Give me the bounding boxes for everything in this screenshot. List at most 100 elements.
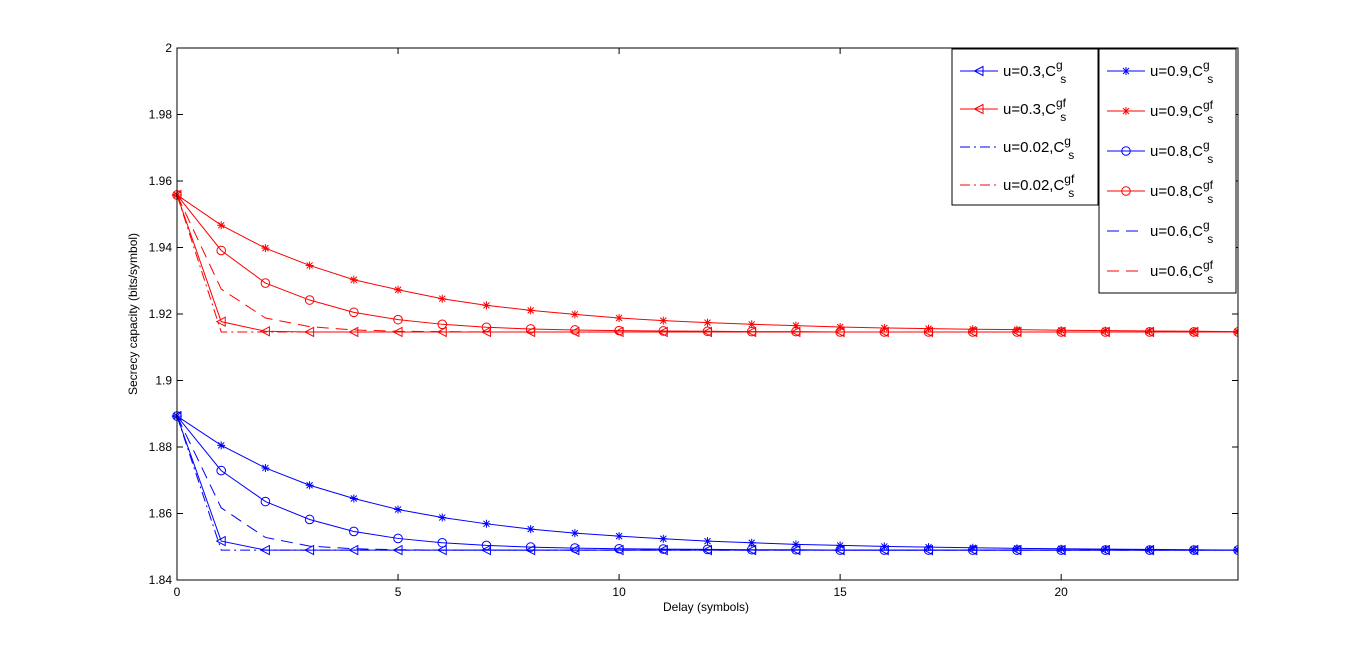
y-tick-label: 1.88 xyxy=(149,440,173,454)
legend-label: u=0.8,Cgf s xyxy=(1150,178,1214,206)
data-point xyxy=(1012,544,1021,553)
legend-label-main: u=0.3,C xyxy=(1003,63,1056,80)
data-point xyxy=(482,301,491,310)
legend-label-sup: g xyxy=(1064,134,1071,148)
data-point xyxy=(747,538,756,547)
legend-item: u=0.9,Cg s xyxy=(1107,58,1213,86)
data-point xyxy=(349,275,358,284)
legend-label-sup: g xyxy=(1203,218,1210,232)
legend-marker xyxy=(1121,186,1131,196)
data-point xyxy=(658,544,669,554)
data-point xyxy=(614,543,624,554)
legend-label-sub: s xyxy=(1207,272,1213,286)
data-point xyxy=(703,537,712,546)
legend-label-sup: gf xyxy=(1203,258,1214,272)
series-line-9 xyxy=(176,194,1238,333)
y-tick-label: 1.96 xyxy=(149,174,173,188)
data-point xyxy=(482,519,491,528)
legend-label: u=0.6,Cgf s xyxy=(1150,258,1214,286)
data-point xyxy=(261,463,270,472)
legend-label-sup: g xyxy=(1203,58,1210,72)
data-point xyxy=(438,294,447,303)
legend-label: u=0.6,Cg s xyxy=(1150,218,1213,246)
legend-label-main: u=0.02,C xyxy=(1003,139,1064,156)
data-point xyxy=(481,322,492,333)
data-point xyxy=(1101,545,1110,554)
data-point xyxy=(1145,545,1154,554)
data-point xyxy=(924,543,933,552)
legend-label-main: u=0.6,C xyxy=(1150,263,1203,280)
data-point xyxy=(305,261,314,270)
legend-label-sup: gf xyxy=(1203,178,1214,192)
legend-label-sub: s xyxy=(1060,72,1066,86)
legend-label-main: u=0.8,C xyxy=(1150,143,1203,160)
data-point xyxy=(438,513,447,522)
data-point xyxy=(614,325,624,336)
legend-label: u=0.3,Cgf s xyxy=(1003,96,1067,124)
data-point xyxy=(260,278,271,288)
x-tick-label: 0 xyxy=(174,585,181,599)
data-point xyxy=(791,540,800,549)
legend-box-0: u=0.3,Cg su=0.3,Cgf su=0.02,Cg su=0.02,Cgf s xyxy=(951,48,1099,206)
data-point xyxy=(968,543,977,552)
series-5 xyxy=(173,190,1238,336)
data-point xyxy=(968,325,977,334)
data-point xyxy=(260,496,271,507)
data-point xyxy=(525,542,536,552)
legend-marker xyxy=(973,103,984,115)
legend-frame xyxy=(951,48,1099,206)
legend-label-main: u=0.6,C xyxy=(1150,223,1203,240)
data-point xyxy=(658,326,669,336)
x-tick-label: 5 xyxy=(395,585,402,599)
legend-label-sup: gf xyxy=(1064,172,1075,186)
legend-label-sub: s xyxy=(1207,232,1213,246)
data-point xyxy=(215,535,226,547)
data-point xyxy=(1189,327,1198,336)
data-point xyxy=(1057,544,1066,553)
legend-item: u=0.6,Cgf s xyxy=(1107,258,1214,286)
legend-label: u=0.3,Cg s xyxy=(1003,58,1066,86)
legend-label-sup: g xyxy=(1203,138,1210,152)
legend-marker xyxy=(1121,146,1131,156)
legend-item: u=0.8,Cg s xyxy=(1107,138,1213,166)
x-tick-label: 10 xyxy=(612,585,626,599)
data-point xyxy=(526,525,535,534)
data-point xyxy=(217,441,226,450)
data-point xyxy=(525,324,536,334)
data-point xyxy=(393,533,403,544)
x-axis-label: Delay (symbols) xyxy=(663,600,749,614)
legend-label: u=0.8,Cg s xyxy=(1150,138,1213,166)
data-point xyxy=(394,505,403,514)
legend-label-sub: s xyxy=(1207,152,1213,166)
data-point xyxy=(703,318,712,327)
data-point xyxy=(349,526,359,537)
data-point xyxy=(924,324,933,333)
data-point xyxy=(215,316,226,327)
data-point xyxy=(217,221,226,230)
data-point xyxy=(570,529,579,538)
data-point xyxy=(216,465,227,476)
y-tick-label: 1.86 xyxy=(149,507,173,521)
legend-item: u=0.8,Cgf s xyxy=(1107,178,1214,206)
data-point xyxy=(348,544,359,556)
data-point xyxy=(437,319,448,330)
legend-item: u=0.6,Cg s xyxy=(1107,218,1213,246)
legend-label-main: u=0.9,C xyxy=(1150,103,1203,120)
legend-label-main: u=0.9,C xyxy=(1150,63,1203,80)
legend-label: u=0.02,Cgf s xyxy=(1003,172,1075,200)
data-point xyxy=(259,325,270,337)
legend-box-1: u=0.9,Cg su=0.9,Cgf su=0.8,Cg su=0.8,Cgf su=… xyxy=(1098,48,1237,294)
data-point xyxy=(349,307,359,318)
data-point xyxy=(659,534,668,543)
data-point xyxy=(570,310,579,319)
data-point xyxy=(702,544,713,555)
legend-label: u=0.9,Cgf s xyxy=(1150,98,1214,126)
y-tick-label: 2 xyxy=(165,41,172,55)
data-point xyxy=(304,514,315,525)
legend-label-sub: s xyxy=(1060,110,1066,124)
data-point xyxy=(437,537,448,548)
series-8 xyxy=(176,415,1238,551)
y-tick-label: 1.9 xyxy=(155,374,172,388)
data-point xyxy=(570,543,580,553)
